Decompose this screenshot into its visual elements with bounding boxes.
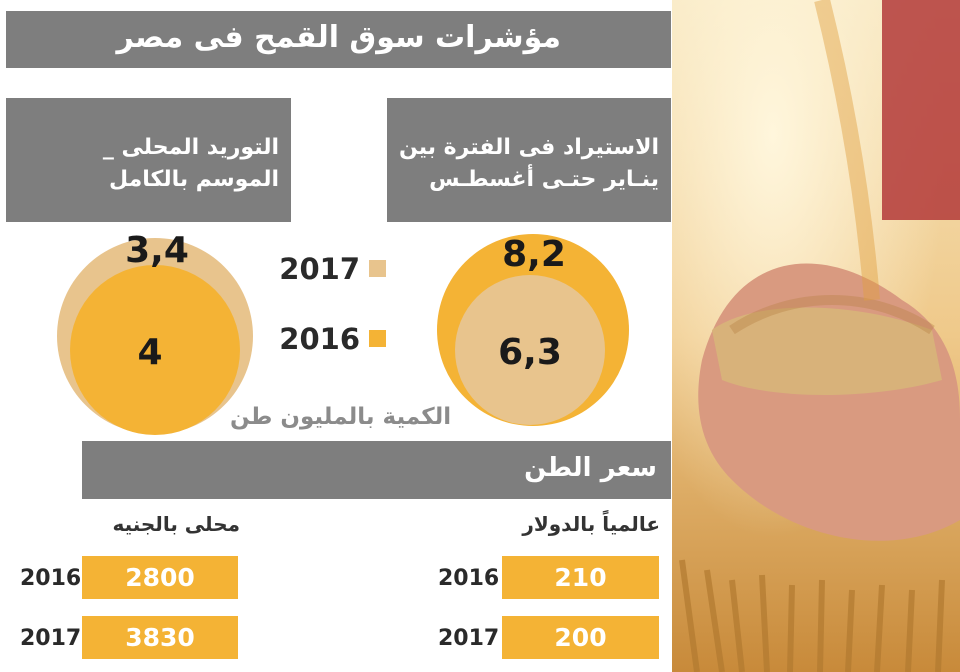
local-supply-line2: الموسم بالكامل — [109, 166, 279, 192]
local-label-2017: 3,4 — [125, 230, 189, 271]
import-title: الاستيراد فى الفترة بين ينـاير حتـى أغسط… — [399, 132, 659, 196]
price-title: سعر الطن — [524, 453, 657, 483]
title-banner: مؤشرات سوق القمح فى مصر — [6, 11, 671, 68]
local-supply-title: التوريد المحلى _ الموسم بالكامل — [103, 132, 279, 196]
local-supply-header: التوريد المحلى _ الموسم بالكامل — [6, 98, 291, 222]
global-year-2017: 2017 — [438, 626, 500, 651]
wheat-hands-image — [672, 0, 960, 672]
import-header: الاستيراد فى الفترة بين ينـاير حتـى أغسط… — [387, 98, 671, 222]
local-price-2016: 2800 — [82, 556, 238, 599]
local-year-2017: 2017 — [20, 626, 82, 651]
import-line1: الاستيراد فى الفترة بين — [398, 135, 659, 160]
legend-year-2017: 2017 — [279, 252, 360, 286]
global-price-2016: 210 — [502, 556, 659, 599]
legend-year-2016: 2016 — [279, 322, 360, 356]
legend-swatch-2016 — [369, 330, 386, 347]
price-header: سعر الطن — [82, 441, 671, 499]
page-title: مؤشرات سوق القمح فى مصر — [116, 20, 561, 55]
local-price-2017: 3830 — [82, 616, 238, 659]
local-bubble-2016 — [70, 265, 240, 435]
local-price-heading: محلى بالجنيه — [112, 512, 240, 536]
wheat-hands-photo — [672, 0, 960, 672]
global-year-2016: 2016 — [438, 566, 500, 591]
import-label-2016: 6,3 — [498, 332, 562, 373]
local-supply-line1: التوريد المحلى _ — [102, 135, 279, 160]
local-year-2016: 2016 — [20, 566, 82, 591]
import-bubble-2017 — [455, 275, 605, 425]
import-line2: ينـاير حتـى أغسطـس — [429, 166, 659, 192]
bubble-charts: 3,4 4 8,2 6,3 — [57, 230, 629, 435]
legend-swatch-2017 — [369, 260, 386, 277]
unit-note: الكمية بالمليون طن — [230, 404, 452, 430]
legend-2016: 2016 — [270, 322, 400, 358]
import-label-2017: 8,2 — [502, 234, 566, 275]
local-label-2016: 4 — [137, 332, 162, 373]
legend-2017: 2017 — [270, 252, 400, 288]
global-price-heading: عالمياً بالدولار — [522, 512, 660, 536]
global-price-2017: 200 — [502, 616, 659, 659]
